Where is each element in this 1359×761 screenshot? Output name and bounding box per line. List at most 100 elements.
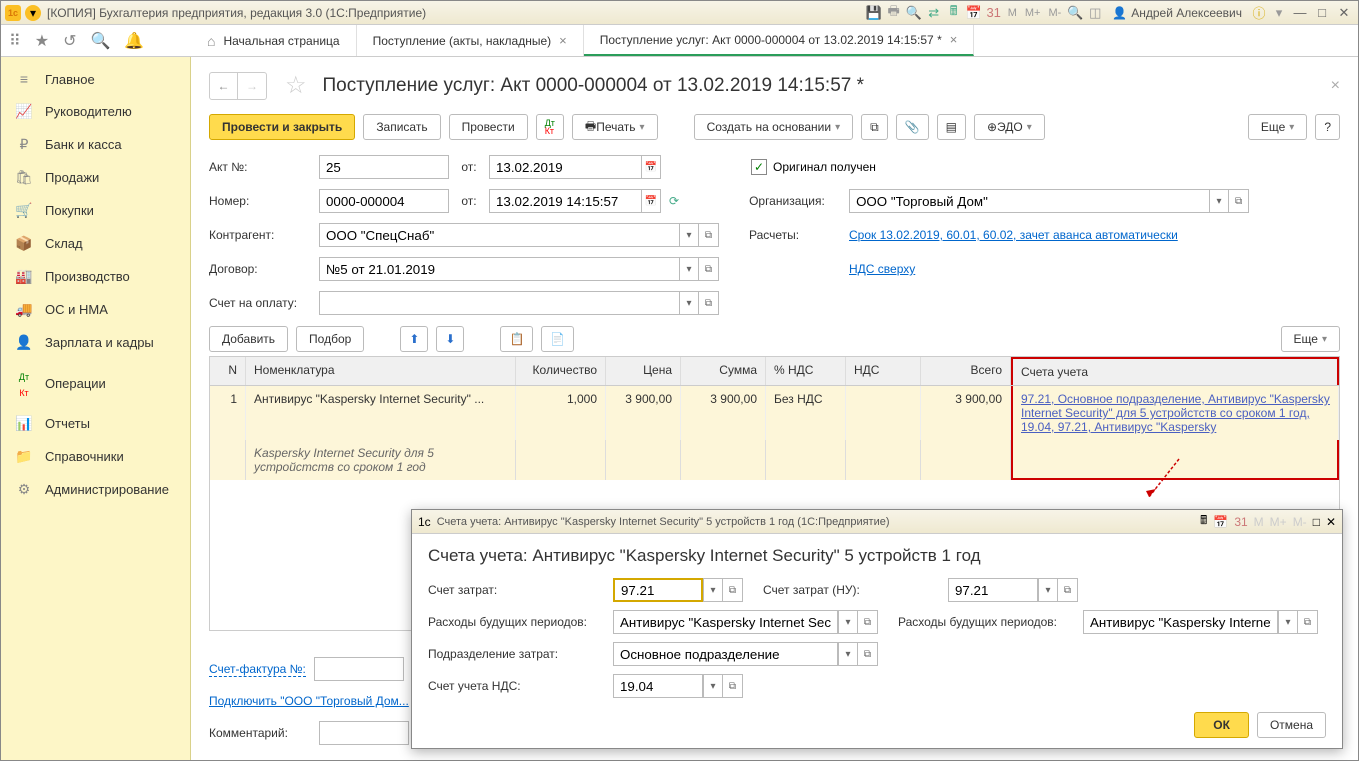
act-no-input[interactable]: [319, 155, 449, 179]
save-icon[interactable]: 💾: [865, 4, 883, 22]
col-nom[interactable]: Номенклатура: [246, 357, 516, 385]
structure-button[interactable]: ⧉: [861, 114, 888, 140]
dropdown-icon[interactable]: ▾: [838, 610, 858, 634]
comment-input[interactable]: [319, 721, 409, 745]
sidebar-item-production[interactable]: 🏭Производство: [1, 260, 190, 293]
print-icon[interactable]: 🖶: [885, 4, 903, 22]
col-vat-pct[interactable]: % НДС: [766, 357, 846, 385]
star-icon[interactable]: ★: [35, 31, 49, 51]
sidebar-item-manager[interactable]: 📈Руководителю: [1, 95, 190, 128]
sidebar-item-operations[interactable]: ДтКтОперации: [1, 359, 190, 407]
dropdown-icon[interactable]: ▾: [679, 257, 699, 281]
open-icon[interactable]: ⧉: [858, 642, 878, 666]
maximize-button[interactable]: □: [1312, 4, 1332, 22]
date-icon[interactable]: 31: [1234, 515, 1247, 529]
tab-current-doc[interactable]: Поступление услуг: Акт 0000-000004 от 13…: [584, 25, 975, 56]
select-button[interactable]: Подбор: [296, 326, 364, 352]
attach-button[interactable]: 📎: [896, 114, 929, 140]
sidebar-item-purchases[interactable]: 🛒Покупки: [1, 194, 190, 227]
rbp-input-2[interactable]: [1083, 610, 1278, 634]
save-button[interactable]: Записать: [363, 114, 440, 140]
original-received-checkbox[interactable]: ✓: [751, 159, 767, 175]
invoice-no-link[interactable]: Счет-фактура №:: [209, 662, 306, 677]
dropdown-icon[interactable]: ▾: [703, 674, 723, 698]
dropdown-icon[interactable]: ▾: [679, 223, 699, 247]
col-total[interactable]: Всего: [921, 357, 1011, 385]
open-icon[interactable]: ⧉: [1058, 578, 1078, 602]
help-button[interactable]: ?: [1315, 114, 1340, 140]
dropdown-icon[interactable]: ▾: [838, 642, 858, 666]
back-button[interactable]: ←: [210, 73, 238, 99]
tab-receipts[interactable]: Поступление (акты, накладные) ×: [357, 25, 584, 56]
ok-button[interactable]: ОК: [1194, 712, 1249, 738]
preview-icon[interactable]: 🔍: [905, 4, 923, 22]
col-n[interactable]: N: [210, 357, 246, 385]
cost-acc-input[interactable]: [613, 578, 703, 602]
open-icon[interactable]: ⧉: [723, 674, 743, 698]
dept-input[interactable]: [613, 642, 838, 666]
cancel-button[interactable]: Отмена: [1257, 712, 1326, 738]
apps-icon[interactable]: ⠿: [9, 31, 21, 51]
close-icon[interactable]: ×: [950, 32, 958, 47]
copy-button[interactable]: 📋: [500, 326, 533, 352]
vat-mode-link[interactable]: НДС сверху: [849, 262, 915, 276]
org-input[interactable]: [849, 189, 1209, 213]
modal-maximize-button[interactable]: □: [1313, 515, 1320, 529]
move-up-button[interactable]: ⬆: [400, 326, 428, 352]
post-and-close-button[interactable]: Провести и закрыть: [209, 114, 355, 140]
sidebar-item-main[interactable]: ≡Главное: [1, 63, 190, 95]
post-button[interactable]: Провести: [449, 114, 528, 140]
calc-icon[interactable]: 🖩: [1200, 511, 1207, 532]
paste-button[interactable]: 📄: [541, 326, 574, 352]
connect-link[interactable]: Подключить "ООО "Торговый Дом...: [209, 694, 409, 708]
table-row[interactable]: 1 Антивирус "Kaspersky Internet Security…: [210, 386, 1339, 440]
open-icon[interactable]: ⧉: [723, 578, 743, 602]
sidebar-item-bank[interactable]: ₽Банк и касса: [1, 128, 190, 161]
vat-acc-input[interactable]: [613, 674, 703, 698]
contract-input[interactable]: [319, 257, 679, 281]
sidebar-item-reports[interactable]: 📊Отчеты: [1, 407, 190, 440]
dropdown-icon[interactable]: ▾: [1209, 189, 1229, 213]
open-icon[interactable]: ⧉: [1229, 189, 1249, 213]
invoice-input[interactable]: [319, 291, 679, 315]
col-acc[interactable]: Счета учета: [1011, 357, 1339, 385]
modal-close-button[interactable]: ✕: [1326, 515, 1336, 529]
close-icon[interactable]: ×: [559, 33, 567, 48]
sidebar-item-salary[interactable]: 👤Зарплата и кадры: [1, 326, 190, 359]
forward-button[interactable]: →: [238, 73, 266, 99]
dropdown-icon[interactable]: ▾: [1270, 4, 1288, 22]
number-date-input[interactable]: [489, 189, 641, 213]
tab-home[interactable]: ⌂ Начальная страница: [191, 25, 357, 56]
sidebar-item-warehouse[interactable]: 📦Склад: [1, 227, 190, 260]
minimize-button[interactable]: —: [1290, 4, 1310, 22]
calendar-icon[interactable]: 📅: [1213, 515, 1228, 529]
date-icon[interactable]: 31: [985, 4, 1003, 22]
mem-mplus[interactable]: М+: [1022, 7, 1044, 19]
sidebar-item-sales[interactable]: 🛍Продажи: [1, 161, 190, 194]
zoom-icon[interactable]: 🔍: [1066, 4, 1084, 22]
close-button[interactable]: ✕: [1334, 4, 1354, 22]
more-button[interactable]: Еще▾: [1248, 114, 1307, 140]
col-qty[interactable]: Количество: [516, 357, 606, 385]
favorite-star-icon[interactable]: ☆: [285, 71, 307, 100]
calendar-icon[interactable]: 📅: [641, 189, 661, 213]
sidebar-item-assets[interactable]: 🚚ОС и НМА: [1, 293, 190, 326]
act-date-input[interactable]: [489, 155, 641, 179]
counterparty-input[interactable]: [319, 223, 679, 247]
refresh-icon[interactable]: ⟳: [669, 194, 679, 208]
app-menu-dropdown[interactable]: ▾: [25, 5, 41, 21]
col-sum[interactable]: Сумма: [681, 357, 766, 385]
open-icon[interactable]: ⧉: [699, 223, 719, 247]
dropdown-icon[interactable]: ▾: [1038, 578, 1058, 602]
dropdown-icon[interactable]: ▾: [703, 578, 723, 602]
dtkt-button[interactable]: ДтКт: [536, 114, 564, 140]
edo-button[interactable]: ⊕ ЭДО▾: [974, 114, 1045, 140]
settlements-link[interactable]: Срок 13.02.2019, 60.01, 60.02, зачет ава…: [849, 228, 1178, 242]
cost-acc-nu-input[interactable]: [948, 578, 1038, 602]
move-down-button[interactable]: ⬇: [436, 326, 464, 352]
cell-acc[interactable]: 97.21, Основное подразделение, Антивирус…: [1011, 386, 1339, 440]
calc-icon[interactable]: 🖩: [945, 4, 963, 22]
info-icon[interactable]: ⓘ: [1250, 4, 1268, 22]
search-icon[interactable]: 🔍: [90, 31, 110, 51]
calendar-icon[interactable]: 📅: [641, 155, 661, 179]
